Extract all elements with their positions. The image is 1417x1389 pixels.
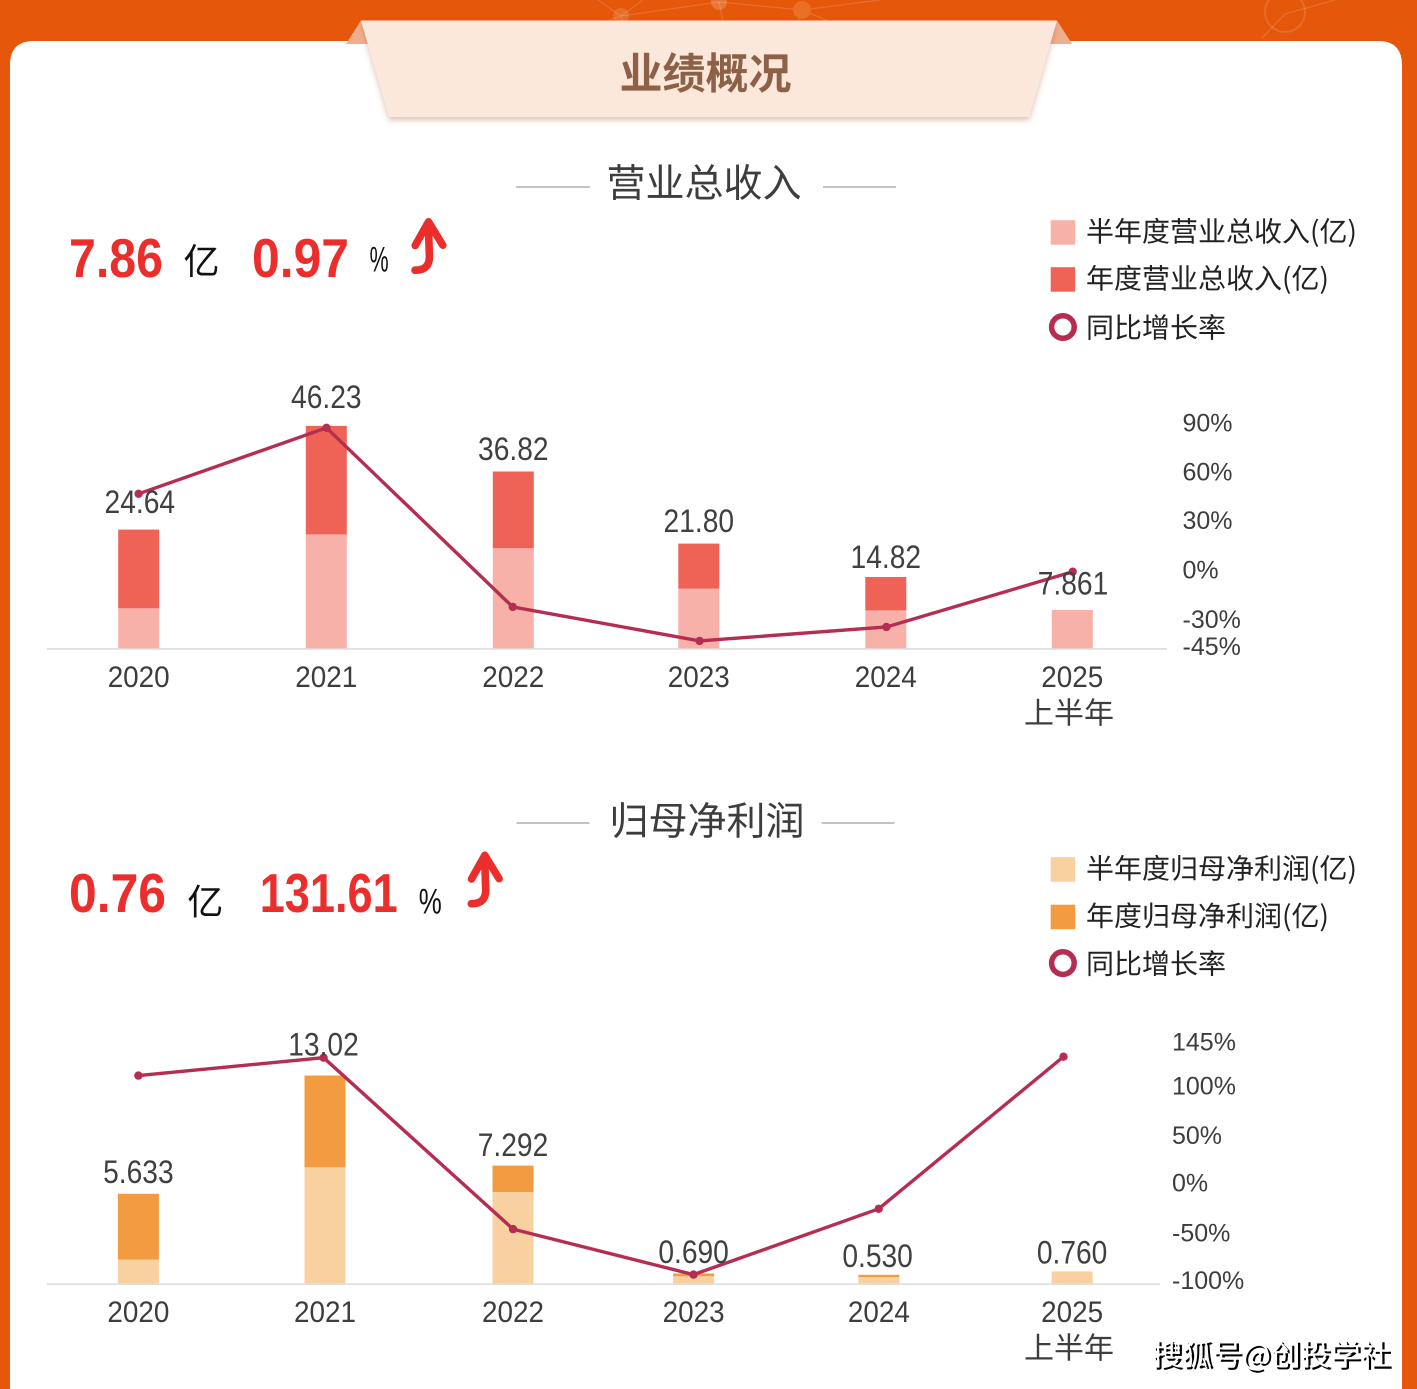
svg-text:%: % — [419, 883, 442, 922]
svg-text:5.633: 5.633 — [103, 1154, 174, 1190]
svg-text:50%: 50% — [1172, 1122, 1222, 1150]
svg-text:2023: 2023 — [668, 661, 730, 694]
svg-text:60%: 60% — [1183, 459, 1233, 487]
svg-text:14.82: 14.82 — [851, 539, 922, 575]
svg-text:0.760: 0.760 — [1037, 1235, 1108, 1271]
svg-text:13.02: 13.02 — [288, 1026, 359, 1062]
svg-text:-100%: -100% — [1172, 1267, 1244, 1295]
svg-text:46.23: 46.23 — [291, 379, 362, 415]
svg-text:2020: 2020 — [107, 1296, 169, 1329]
svg-text:2023: 2023 — [663, 1296, 725, 1329]
svg-text:0.76: 0.76 — [69, 862, 166, 924]
svg-text:2022: 2022 — [482, 1296, 544, 1329]
svg-text:7.292: 7.292 — [478, 1127, 549, 1163]
svg-text:7.861: 7.861 — [1038, 565, 1109, 601]
svg-text:30%: 30% — [1183, 507, 1233, 535]
svg-text:2024: 2024 — [848, 1296, 910, 1329]
svg-text:0.97: 0.97 — [252, 227, 349, 289]
svg-text:2021: 2021 — [294, 1296, 356, 1329]
svg-text:-50%: -50% — [1172, 1219, 1230, 1247]
svg-text:36.82: 36.82 — [478, 431, 549, 467]
svg-text:0%: 0% — [1172, 1169, 1208, 1197]
svg-text:2025: 2025 — [1041, 1296, 1103, 1329]
svg-text:%: % — [370, 240, 389, 279]
svg-text:-45%: -45% — [1183, 633, 1241, 661]
svg-text:2020: 2020 — [108, 661, 170, 694]
svg-text:90%: 90% — [1183, 410, 1233, 438]
svg-text:21.80: 21.80 — [664, 503, 735, 539]
svg-text:0%: 0% — [1183, 557, 1219, 585]
svg-text:0.690: 0.690 — [658, 1234, 729, 1270]
svg-text:2021: 2021 — [295, 661, 357, 694]
svg-text:131.61: 131.61 — [260, 862, 398, 924]
svg-text:145%: 145% — [1172, 1028, 1236, 1056]
svg-text:-30%: -30% — [1183, 606, 1241, 634]
svg-text:2022: 2022 — [482, 661, 544, 694]
svg-text:7.86: 7.86 — [69, 227, 163, 289]
svg-text:24.64: 24.64 — [105, 484, 176, 520]
svg-text:100%: 100% — [1172, 1073, 1236, 1101]
svg-text:0.530: 0.530 — [842, 1238, 913, 1274]
svg-text:2024: 2024 — [855, 661, 917, 694]
svg-text:2025: 2025 — [1041, 661, 1103, 694]
